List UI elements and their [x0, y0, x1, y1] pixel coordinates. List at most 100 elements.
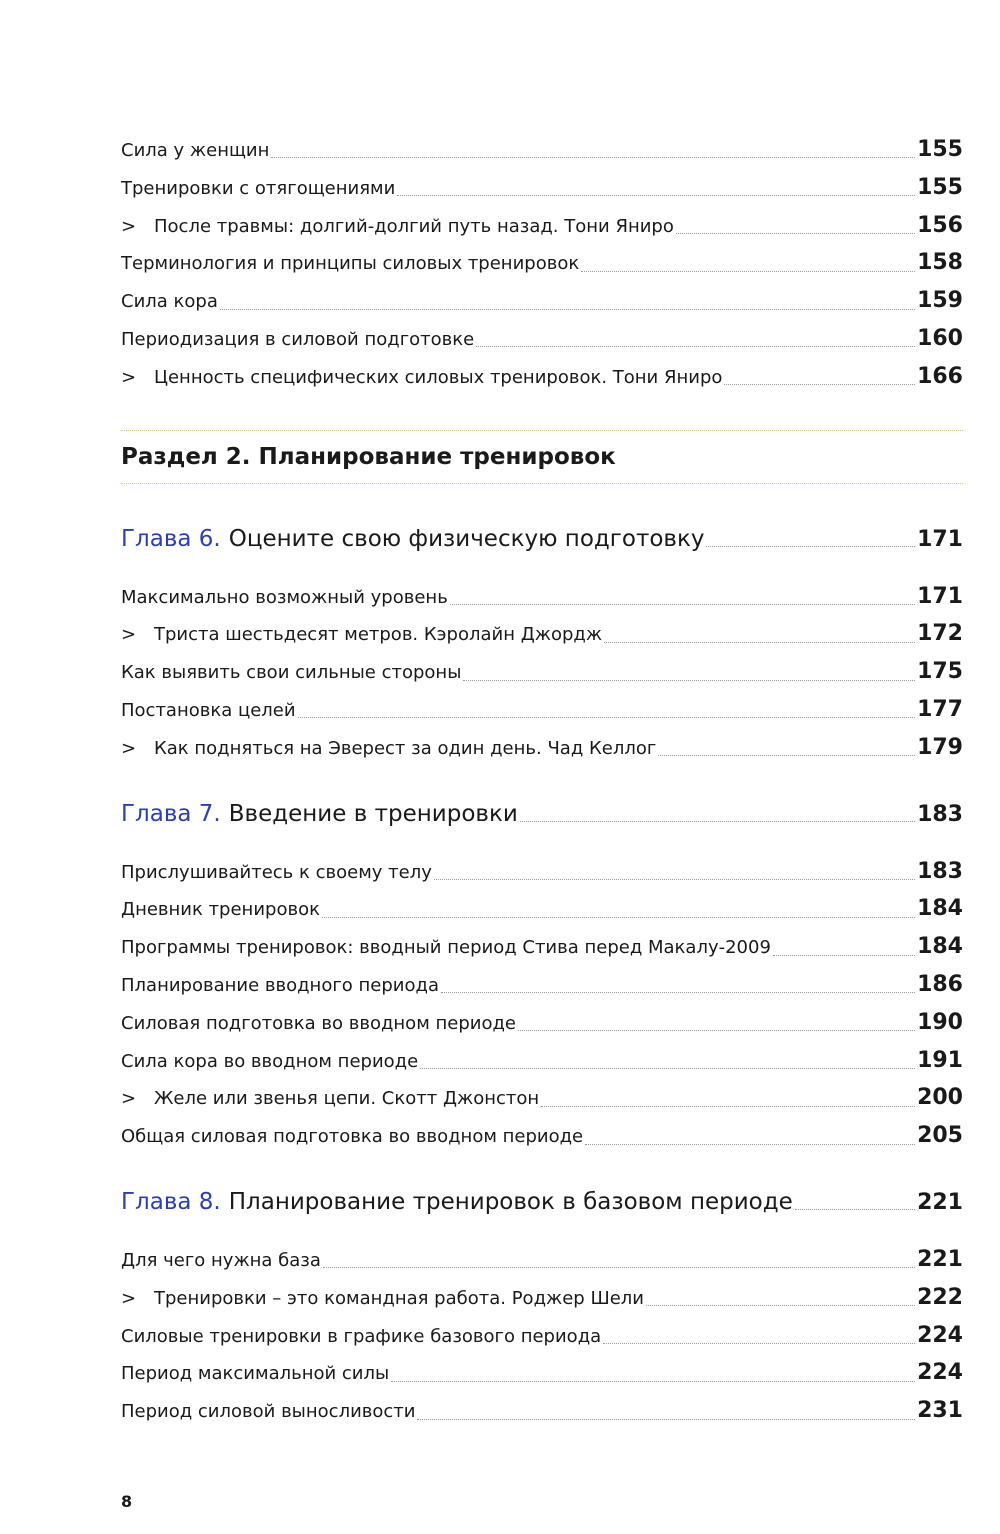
entry-title: Периодизация в силовой подготовке [121, 328, 475, 350]
chapter-page: 221 [917, 1189, 963, 1215]
entry-page: 175 [917, 659, 963, 685]
page-number: 8 [121, 1492, 133, 1511]
toc-entry: Периодизация в силовой подготовке 160 [121, 320, 963, 358]
entry-page: 190 [917, 1009, 963, 1035]
chapter: Глава 8. Планирование тренировок в базово… [121, 1180, 963, 1430]
dot-leader [706, 546, 916, 548]
chapter-page: 171 [917, 526, 963, 552]
entry-title: Тренировки – это командная работа. Родже… [154, 1287, 644, 1309]
entry-page: 231 [917, 1398, 963, 1424]
dot-leader [417, 1418, 916, 1420]
dot-leader [322, 1267, 916, 1269]
dot-leader [724, 384, 916, 386]
dot-leader [675, 232, 916, 234]
entry-title: Прислушивайтесь к своему телу [121, 861, 432, 883]
dot-leader [581, 270, 916, 272]
entry-page: 179 [917, 734, 963, 760]
toc-entry: Для чего нужна база 221 [121, 1241, 963, 1279]
dot-leader [433, 878, 916, 880]
entry-page: 177 [917, 696, 963, 722]
chapter-label: Глава 8. [121, 1188, 221, 1215]
entry-title: После травмы: долгий-долгий путь назад. … [154, 215, 674, 237]
entry-marker: > [121, 1287, 137, 1309]
entry-title: Сила кора [121, 291, 218, 313]
entry-page: 200 [917, 1085, 963, 1111]
toc-entry: Максимально возможный уровень 171 [121, 578, 963, 616]
entry-page: 221 [917, 1246, 963, 1272]
toc-entry: > Желе или звенья цепи. Скотт Джонстон 200 [121, 1079, 963, 1117]
toc-entry: Дневник тренировок 184 [121, 890, 963, 928]
toc-entry: Прислушивайтесь к своему телу 183 [121, 853, 963, 891]
dot-leader [449, 603, 916, 605]
entry-page: 155 [917, 174, 963, 200]
toc-entry: Сила кора 159 [121, 282, 963, 320]
toc-entry: > Тренировки – это командная работа. Родж… [121, 1279, 963, 1317]
toc-entry: Общая силовая подготовка во вводном пери… [121, 1117, 963, 1155]
entry-page: 191 [917, 1047, 963, 1073]
entry-page: 184 [917, 934, 963, 960]
entry-title: Период силовой выносливости [121, 1401, 416, 1423]
entry-title: Сила у женщин [121, 140, 270, 161]
entry-title: Силовые тренировки в графике базового пе… [121, 1325, 602, 1347]
dot-leader [397, 195, 916, 197]
dot-leader [603, 1342, 916, 1344]
toc-entry: > Триста шестьдесят метров. Кэролайн Джор… [121, 615, 963, 653]
entry-page: 224 [917, 1322, 963, 1348]
dot-leader [271, 157, 916, 159]
entry-page: 222 [917, 1284, 963, 1310]
dot-leader [658, 755, 916, 757]
entry-marker: > [121, 737, 137, 759]
section-title: Раздел 2. Планирование тренировок [121, 429, 963, 484]
chapter: Глава 7. Введение в тренировки 183 Прислуши… [121, 792, 963, 1155]
toc-entry: Как выявить свои сильные стороны 175 [121, 653, 963, 691]
dot-leader [391, 1380, 916, 1382]
chapter-label: Глава 6. [121, 525, 221, 552]
entry-title: Желе или звенья цепи. Скотт Джонстон [154, 1088, 540, 1110]
chapter-heading: Глава 7. Введение в тренировки 183 [121, 792, 963, 836]
toc-entry: Силовые тренировки в графике базового пе… [121, 1317, 963, 1355]
entry-title: Программы тренировок: вводный период Сти… [121, 937, 771, 959]
toc-entry: Период силовой выносливости 231 [121, 1392, 963, 1430]
chapter-title: Оцените свою физическую подготовку [228, 525, 705, 552]
dot-leader [518, 1030, 916, 1032]
toc-entry: Период максимальной силы 224 [121, 1354, 963, 1392]
dot-leader [519, 821, 916, 823]
entry-page: 186 [917, 971, 963, 997]
entry-title: Общая силовая подготовка во вводном пери… [121, 1126, 584, 1148]
dot-leader [219, 308, 916, 310]
chapter-page: 183 [917, 801, 963, 827]
entry-page: 158 [917, 250, 963, 276]
dot-leader [321, 916, 916, 918]
entry-page: 155 [917, 137, 963, 162]
entry-marker: > [121, 624, 137, 646]
table-of-contents: Сила у женщин 155 Тренировки с отягощениям… [121, 131, 963, 1430]
toc-entry: Программы тренировок: вводный период Сти… [121, 928, 963, 966]
toc-entry: > После травмы: долгий-долгий путь назад.… [121, 207, 963, 245]
dot-leader [604, 641, 916, 643]
entry-marker: > [121, 215, 137, 237]
entry-page: 160 [917, 325, 963, 351]
entry-page: 172 [917, 621, 963, 647]
entry-marker: > [121, 366, 137, 388]
entry-title: Триста шестьдесят метров. Кэролайн Джорд… [154, 624, 603, 646]
chapter-title: Введение в тренировки [228, 800, 518, 827]
entry-title: Дневник тренировок [121, 899, 320, 921]
entry-page: 171 [917, 583, 963, 609]
entry-title: Силовая подготовка во вводном периоде [121, 1012, 516, 1034]
entry-title: Как подняться на Эверест за один день. Ч… [154, 737, 657, 759]
entry-title: Постановка целей [121, 699, 296, 721]
entry-page: 224 [917, 1360, 963, 1386]
dot-leader [476, 346, 916, 348]
entry-title: Период максимальной силы [121, 1363, 390, 1385]
chapter-heading: Глава 6. Оцените свою физическую подготов… [121, 517, 963, 561]
chapter: Глава 6. Оцените свою физическую подготов… [121, 517, 963, 767]
toc-entry: > Ценность специфических силовых трениров… [121, 358, 963, 396]
toc-entry: Силовая подготовка во вводном периоде 190 [121, 1004, 963, 1042]
entry-page: 205 [917, 1123, 963, 1149]
entry-page: 183 [917, 858, 963, 884]
entry-page: 159 [917, 288, 963, 314]
dot-leader [297, 717, 916, 719]
entry-title: Сила кора во вводном периоде [121, 1050, 419, 1072]
toc-entry: > Как подняться на Эверест за один день. … [121, 729, 963, 767]
